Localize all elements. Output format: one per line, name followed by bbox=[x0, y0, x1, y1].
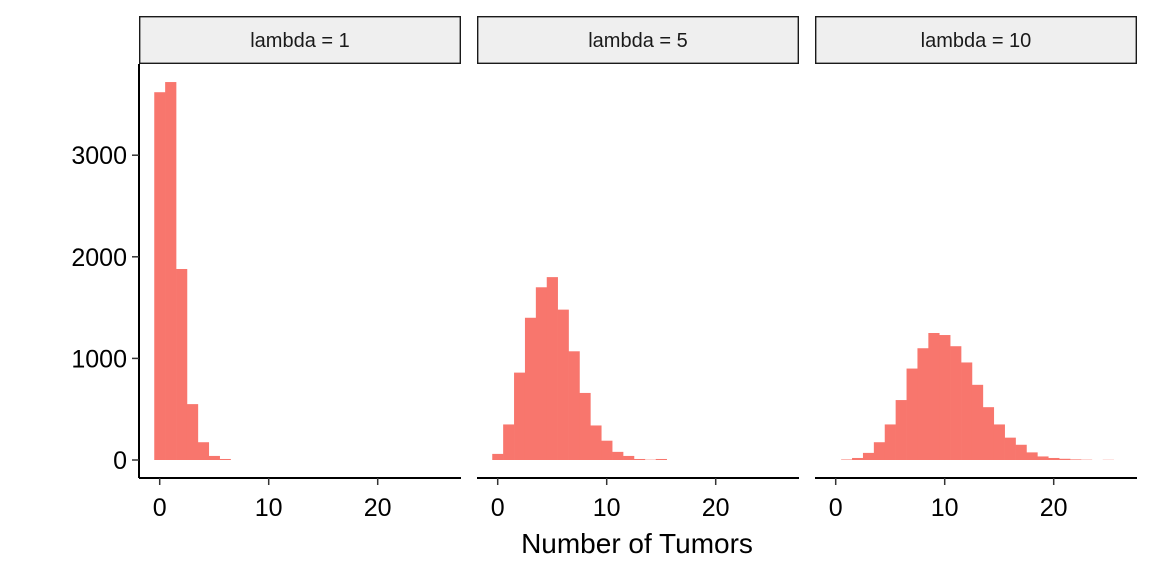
histogram-bar bbox=[884, 424, 896, 460]
histogram-bar bbox=[197, 442, 210, 460]
histogram-bar bbox=[219, 458, 231, 460]
histogram-bar bbox=[1015, 444, 1027, 460]
x-tick-label: 10 bbox=[593, 494, 621, 522]
strip-label: lambda = 5 bbox=[588, 30, 688, 52]
y-tick-label: 2000 bbox=[71, 244, 127, 272]
histogram-bar bbox=[655, 458, 667, 460]
histogram-bar bbox=[1048, 457, 1060, 460]
y-tick-label: 1000 bbox=[71, 345, 127, 373]
histogram-bar bbox=[982, 407, 995, 460]
histogram-bar bbox=[601, 440, 613, 460]
x-tick-label: 20 bbox=[364, 494, 392, 522]
histogram-bar bbox=[165, 82, 177, 461]
histogram-bar bbox=[873, 442, 886, 460]
histogram-bar bbox=[623, 455, 635, 460]
strip-header bbox=[138, 16, 462, 64]
histogram-bar bbox=[557, 309, 569, 460]
x-tick-label: 0 bbox=[153, 494, 167, 522]
strip-header bbox=[477, 16, 800, 64]
histogram-bar bbox=[928, 333, 940, 460]
histogram-bar bbox=[633, 458, 646, 460]
strip-label: lambda = 1 bbox=[250, 30, 350, 52]
histogram-bar bbox=[1059, 458, 1071, 460]
histogram-bar bbox=[950, 346, 962, 460]
histogram-bar bbox=[906, 368, 918, 460]
y-axis: 0 1000 2000 3000 bbox=[71, 64, 140, 478]
histogram-bar bbox=[186, 404, 199, 460]
histogram-bar bbox=[524, 317, 537, 460]
histogram-bar bbox=[862, 452, 875, 460]
histogram-bar bbox=[971, 384, 984, 460]
histogram-bar bbox=[1037, 456, 1049, 460]
histogram-bar bbox=[535, 287, 548, 460]
strip-header bbox=[815, 16, 1138, 64]
histogram-bar bbox=[176, 268, 188, 460]
y-tick-label: 3000 bbox=[71, 142, 127, 170]
x-tick-label: 0 bbox=[491, 494, 505, 522]
y-tick-label: 0 bbox=[113, 447, 127, 475]
panel-2: lambda = 5 0 10 20 bbox=[477, 16, 800, 522]
histogram-bar bbox=[993, 424, 1005, 460]
x-tick-label: 0 bbox=[829, 494, 843, 522]
histogram-bar bbox=[568, 351, 580, 460]
histogram-bar bbox=[208, 455, 220, 460]
histogram-bar bbox=[961, 362, 973, 460]
histogram-bar bbox=[612, 451, 624, 460]
strip-label: lambda = 10 bbox=[921, 30, 1032, 52]
histogram-bar bbox=[1070, 459, 1082, 460]
panel-1: lambda = 1 0 10 20 bbox=[138, 16, 462, 522]
histogram-bar bbox=[590, 425, 602, 460]
histogram-bar bbox=[503, 424, 515, 460]
histogram-bar bbox=[492, 453, 504, 460]
histogram-bar bbox=[514, 372, 526, 460]
histogram-bar bbox=[1004, 437, 1016, 460]
x-tick-label: 20 bbox=[702, 494, 730, 522]
x-axis-title: Number of Tumors bbox=[521, 528, 753, 559]
x-tick-label: 10 bbox=[255, 494, 283, 522]
histogram-bar bbox=[841, 459, 853, 460]
histogram-bar bbox=[852, 457, 864, 460]
x-tick-label: 10 bbox=[931, 494, 959, 522]
histogram-bar bbox=[546, 277, 558, 460]
histogram-bar bbox=[1026, 452, 1038, 460]
histogram-bar bbox=[917, 348, 929, 460]
histogram-bar bbox=[579, 392, 591, 460]
histogram-bar bbox=[895, 400, 907, 460]
x-tick-label: 20 bbox=[1040, 494, 1068, 522]
histogram-bar bbox=[939, 335, 951, 460]
panel-3: lambda = 10 0 10 20 bbox=[815, 16, 1138, 522]
histogram-bar bbox=[154, 92, 166, 461]
